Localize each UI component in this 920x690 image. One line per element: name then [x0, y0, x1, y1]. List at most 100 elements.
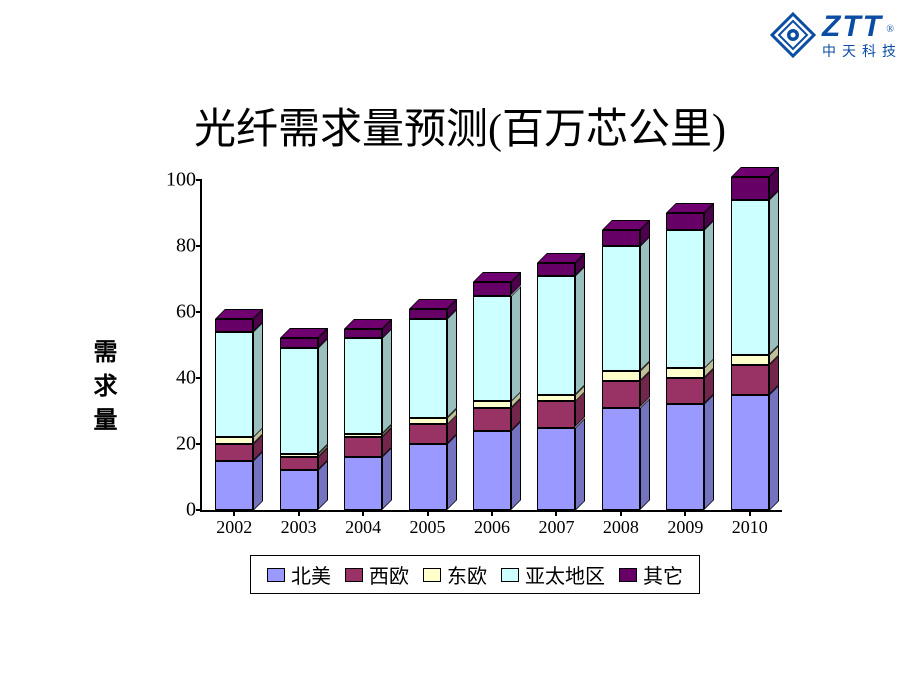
bar-segment [602, 381, 640, 407]
bar-segment-side [253, 322, 263, 438]
bar-segment [537, 401, 575, 427]
x-tick-mark [684, 510, 686, 516]
legend-swatch [345, 568, 363, 582]
bar-segment-side [511, 286, 521, 402]
legend-label: 其它 [643, 560, 683, 589]
y-tick-mark [196, 377, 202, 379]
legend-item: 其它 [619, 560, 683, 589]
bar-segment [473, 408, 511, 431]
x-tick-label: 2004 [345, 517, 381, 538]
y-tick-mark [196, 179, 202, 181]
legend-label: 东欧 [447, 560, 487, 589]
plot-area: 0204060801002002200320042005200620072008… [200, 180, 782, 512]
chart-legend: 北美 西欧 东欧 亚太地区 其它 [250, 555, 700, 594]
bar-segment [731, 365, 769, 395]
bar-segment-side [640, 236, 650, 371]
bar-segment [280, 348, 318, 454]
bar-segment [731, 177, 769, 200]
legend-item: 东欧 [423, 560, 487, 589]
bar-segment [344, 437, 382, 457]
y-tick-label: 100 [156, 169, 196, 192]
bar-segment [666, 230, 704, 369]
bar-segment [409, 418, 447, 425]
bar-segment-side [447, 309, 457, 418]
bar-segment [473, 282, 511, 295]
bar-segment [280, 338, 318, 348]
bar-segment [731, 395, 769, 511]
bar-segment [666, 368, 704, 378]
legend-swatch [501, 568, 519, 582]
bar-segment [344, 434, 382, 437]
bar-segment [666, 404, 704, 510]
x-tick-mark [555, 510, 557, 516]
y-tick-label: 80 [156, 235, 196, 258]
bar-segment [602, 408, 640, 510]
bar-segment [344, 329, 382, 339]
bar-segment [473, 431, 511, 510]
x-tick-mark [749, 510, 751, 516]
legend-swatch [423, 568, 441, 582]
bar-segment [215, 444, 253, 461]
y-tick-mark [196, 245, 202, 247]
legend-item: 北美 [267, 560, 331, 589]
y-tick-label: 40 [156, 367, 196, 390]
x-tick-label: 2003 [281, 517, 317, 538]
bar-segment [280, 454, 318, 457]
logo-diamond-icon [770, 12, 816, 58]
bar-segment-side [575, 266, 585, 395]
bar-segment [344, 338, 382, 434]
bar-segment [666, 213, 704, 230]
bar-segment [280, 470, 318, 510]
bar-segment [280, 457, 318, 470]
x-tick-mark [298, 510, 300, 516]
bar-segment [537, 276, 575, 395]
legend-label: 亚太地区 [525, 560, 605, 589]
y-tick-mark [196, 509, 202, 511]
bar-segment [537, 395, 575, 402]
x-tick-label: 2008 [603, 517, 639, 538]
bar-segment [215, 461, 253, 511]
bar-segment [731, 355, 769, 365]
y-tick-label: 0 [156, 499, 196, 522]
logo-text-cn: 中天科技 [822, 44, 902, 58]
bar-segment [409, 319, 447, 418]
x-tick-label: 2006 [474, 517, 510, 538]
x-tick-mark [362, 510, 364, 516]
bar-segment-side [511, 421, 521, 510]
bar-segment [215, 319, 253, 332]
bar-segment [731, 200, 769, 355]
bar-segment-side [769, 190, 779, 355]
legend-item: 亚太地区 [501, 560, 605, 589]
y-tick-mark [196, 311, 202, 313]
legend-label: 北美 [291, 560, 331, 589]
x-tick-label: 2010 [732, 517, 768, 538]
page-title: 光纤需求量预测(百万芯公里) [0, 95, 920, 156]
bar-segment-side [382, 447, 392, 510]
y-tick-label: 20 [156, 433, 196, 456]
bar-segment [666, 378, 704, 404]
y-tick-label: 60 [156, 301, 196, 324]
bar-segment [602, 371, 640, 381]
bar-segment-side [447, 434, 457, 510]
demand-chart: 需求量 020406080100200220032004200520062007… [140, 180, 800, 600]
y-axis-label: 需求量 [85, 339, 120, 441]
bar-segment-side [704, 220, 714, 369]
bar-segment [215, 437, 253, 444]
registered-mark: ® [886, 24, 894, 35]
bar-segment-side [640, 398, 650, 510]
bar-segment [602, 230, 640, 247]
bar-segment [215, 332, 253, 438]
x-tick-label: 2005 [410, 517, 446, 538]
legend-item: 西欧 [345, 560, 409, 589]
bar-segment-side [769, 385, 779, 511]
bar-segment [473, 296, 511, 402]
x-tick-mark [427, 510, 429, 516]
ztt-logo: ZTT 中天科技 ® [770, 12, 902, 58]
legend-label: 西欧 [369, 560, 409, 589]
bar-segment-side [253, 451, 263, 511]
bar-segment-side [575, 418, 585, 511]
x-tick-mark [233, 510, 235, 516]
x-tick-label: 2009 [667, 517, 703, 538]
bar-segment [537, 428, 575, 511]
bar-segment-side [318, 338, 328, 454]
